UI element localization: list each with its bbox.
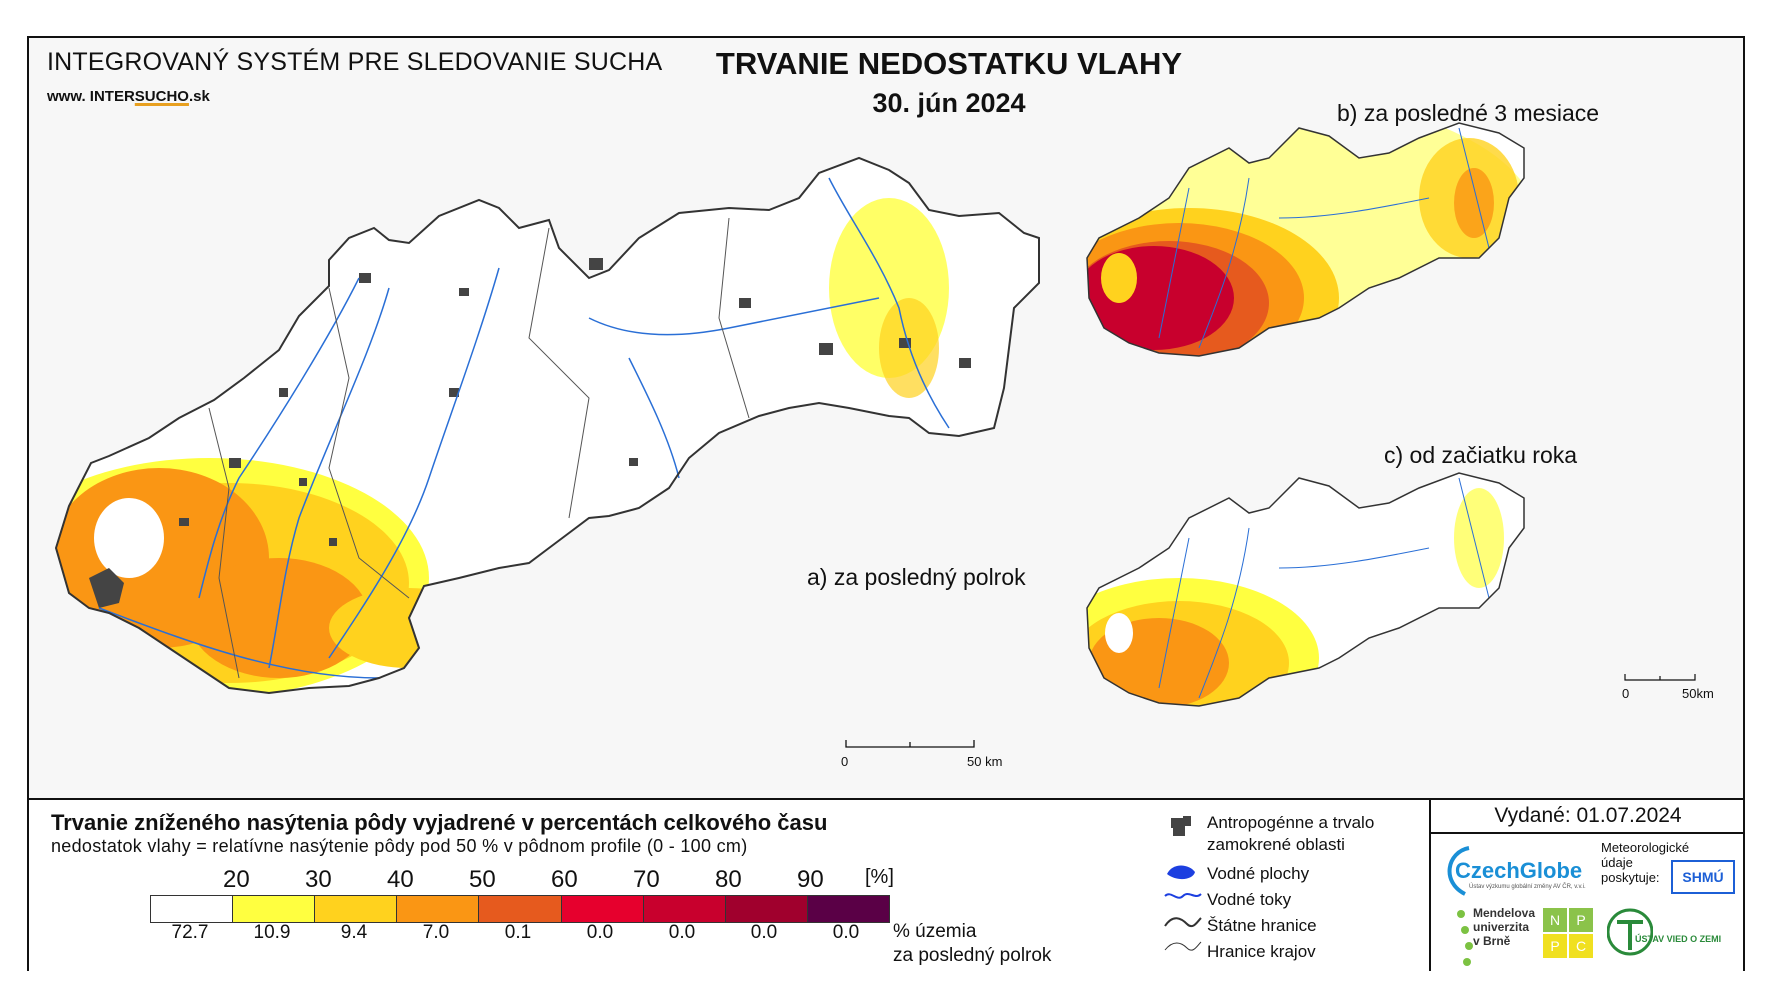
inset-scale-start: 0 — [1622, 686, 1630, 701]
color-swatch — [396, 896, 479, 922]
color-swatch — [478, 896, 561, 922]
threshold-label: 20 — [223, 866, 250, 893]
issued-date: Vydané: 01.07.2024 — [1431, 804, 1745, 834]
threshold-label: 90 — [797, 866, 824, 893]
mendel-line1: Mendelova — [1473, 906, 1536, 920]
legend-area: Trvanie zníženého nasýtenia pôdy vyjadre… — [29, 798, 1745, 971]
main-scale-bar — [845, 740, 975, 748]
threshold-unit: [%] — [865, 866, 894, 888]
map-area: INTEGROVANÝ SYSTÉM PRE SLEDOVANIE SUCHA … — [29, 38, 1743, 798]
legend-title: Trvanie zníženého nasýtenia pôdy vyjadre… — [51, 810, 828, 835]
color-swatch — [724, 896, 807, 922]
mendel-line3: v Brně — [1473, 934, 1511, 948]
percent-value: 72.7 — [171, 922, 209, 943]
panel-b-label: b) za posledné 3 mesiace — [1337, 100, 1600, 126]
percent-value: 7.0 — [422, 922, 450, 943]
rivers-c — [1158, 477, 1490, 699]
symbol-label-water: Vodné plochy — [1207, 864, 1310, 883]
color-swatch — [642, 896, 725, 922]
percent-value: 0.0 — [750, 922, 778, 943]
url-mid: SUCHO — [134, 88, 189, 105]
urban-area-icon — [1171, 816, 1191, 836]
issuer-box: Vydané: 01.07.2024 CzechGlobe Ústav výzk… — [1429, 800, 1745, 971]
color-swatch — [314, 896, 397, 922]
website-link[interactable]: www. INTERSUCHO.sk — [47, 88, 210, 105]
nppc-letter: P — [1543, 934, 1567, 958]
color-swatch — [560, 896, 643, 922]
rivers-b — [1158, 127, 1490, 349]
threshold-label: 50 — [469, 866, 496, 893]
percent-value: 9.4 — [340, 922, 368, 943]
symbol-label-river: Vodné toky — [1207, 890, 1292, 909]
threshold-label: 70 — [633, 866, 660, 893]
mendel-logo[interactable]: Mendelova univerzita v Brně — [1473, 906, 1535, 948]
symbol-label-urban-2: zamokrené oblasti — [1207, 835, 1345, 854]
uvz-text: ÚSTAV VIED O ZEMI — [1635, 934, 1722, 944]
percent-caption-line1: % územia — [893, 921, 977, 942]
meteo-line3: poskytuje: — [1601, 870, 1660, 885]
nppc-logo[interactable]: N P P C — [1543, 908, 1593, 958]
system-title: INTEGROVANÝ SYSTÉM PRE SLEDOVANIE SUCHA — [47, 48, 663, 76]
water-body-icon — [1167, 865, 1195, 880]
meteo-line2: údaje — [1601, 855, 1633, 870]
percent-value: 10.9 — [253, 922, 291, 943]
threshold-label: 60 — [551, 866, 578, 893]
inset-map-b-svg — [1086, 122, 1525, 357]
symbol-label-region-border: Hranice krajov — [1207, 942, 1316, 961]
inset-scale-end: 50km — [1682, 686, 1714, 701]
nppc-letter: P — [1569, 908, 1593, 932]
threshold-label: 40 — [387, 866, 414, 893]
percent-value: 0.1 — [504, 922, 532, 943]
map-title: TRVANIE NEDOSTATKU VLAHY — [715, 46, 1183, 81]
drought-fill-b — [1087, 123, 1524, 356]
region-borders-main — [208, 217, 750, 679]
urban-areas-main — [89, 258, 971, 608]
nppc-letter: C — [1569, 934, 1593, 958]
map-frame: INTEGROVANÝ SYSTÉM PRE SLEDOVANIE SUCHA … — [27, 36, 1745, 971]
color-scale-bar — [150, 895, 890, 923]
percent-caption: % územia za posledný polrok — [893, 920, 1051, 968]
czechglobe-subtext: Ústav výzkumu globální změny AV ČR, v.v.… — [1469, 884, 1586, 890]
czechglobe-logo[interactable]: CzechGlobe Ústav výzkumu globální změny … — [1439, 842, 1593, 902]
threshold-label: 30 — [305, 866, 332, 893]
uvz-logo[interactable]: ÚSTAV VIED O ZEMI — [1607, 904, 1727, 962]
state-border-icon — [1164, 917, 1202, 928]
legend-subtitle: nedostatok vlahy = relatívne nasýtenie p… — [51, 836, 748, 856]
main-scale-start: 0 — [841, 754, 849, 769]
mendel-dots-icon — [1457, 910, 1473, 966]
meteo-line1: Meteorologické — [1601, 840, 1690, 855]
nppc-letter: N — [1543, 908, 1567, 932]
mendel-line2: univerzita — [1473, 920, 1530, 934]
main-scale-end: 50 km — [967, 754, 1003, 769]
symbol-icons — [1164, 816, 1202, 951]
shmu-logo[interactable]: SHMÚ — [1671, 860, 1735, 894]
czechglobe-arc-icon — [1447, 846, 1470, 896]
panel-c-label: c) od začiatku roka — [1384, 442, 1578, 468]
percent-value: 0.0 — [668, 922, 696, 943]
symbol-label-urban-1: Antropogénne a trvalo — [1207, 813, 1375, 832]
symbol-label-urban: Antropogénne a trvalo zamokrené oblasti — [1207, 812, 1374, 856]
river-icon — [1164, 893, 1202, 899]
region-border-icon — [1164, 941, 1202, 951]
inset-scale-bar — [1624, 674, 1696, 681]
meteo-text: Meteorologické údaje poskytuje: — [1601, 840, 1689, 885]
percent-caption-line2: za posledný polrok — [893, 945, 1052, 966]
color-swatch — [806, 896, 889, 922]
percent-value: 0.0 — [586, 922, 614, 943]
color-swatch — [232, 896, 315, 922]
percent-value: 0.0 — [832, 922, 860, 943]
rivers-main — [98, 177, 950, 679]
symbol-label-state-border: Štátne hranice — [1207, 916, 1317, 935]
czechglobe-text: CzechGlobe — [1455, 858, 1583, 883]
color-swatch — [151, 896, 233, 922]
drought-fill-main — [56, 198, 949, 693]
threshold-label: 80 — [715, 866, 742, 893]
inset-map-c-svg — [1086, 472, 1525, 707]
main-map-svg — [55, 157, 1040, 694]
url-suffix: .sk — [188, 88, 210, 105]
panel-a-label: a) za posledný polrok — [807, 564, 1026, 590]
map-date: 30. jún 2024 — [872, 88, 1026, 118]
uvz-emblem-icon — [1607, 908, 1653, 956]
url-prefix: www. INTER — [47, 88, 135, 105]
